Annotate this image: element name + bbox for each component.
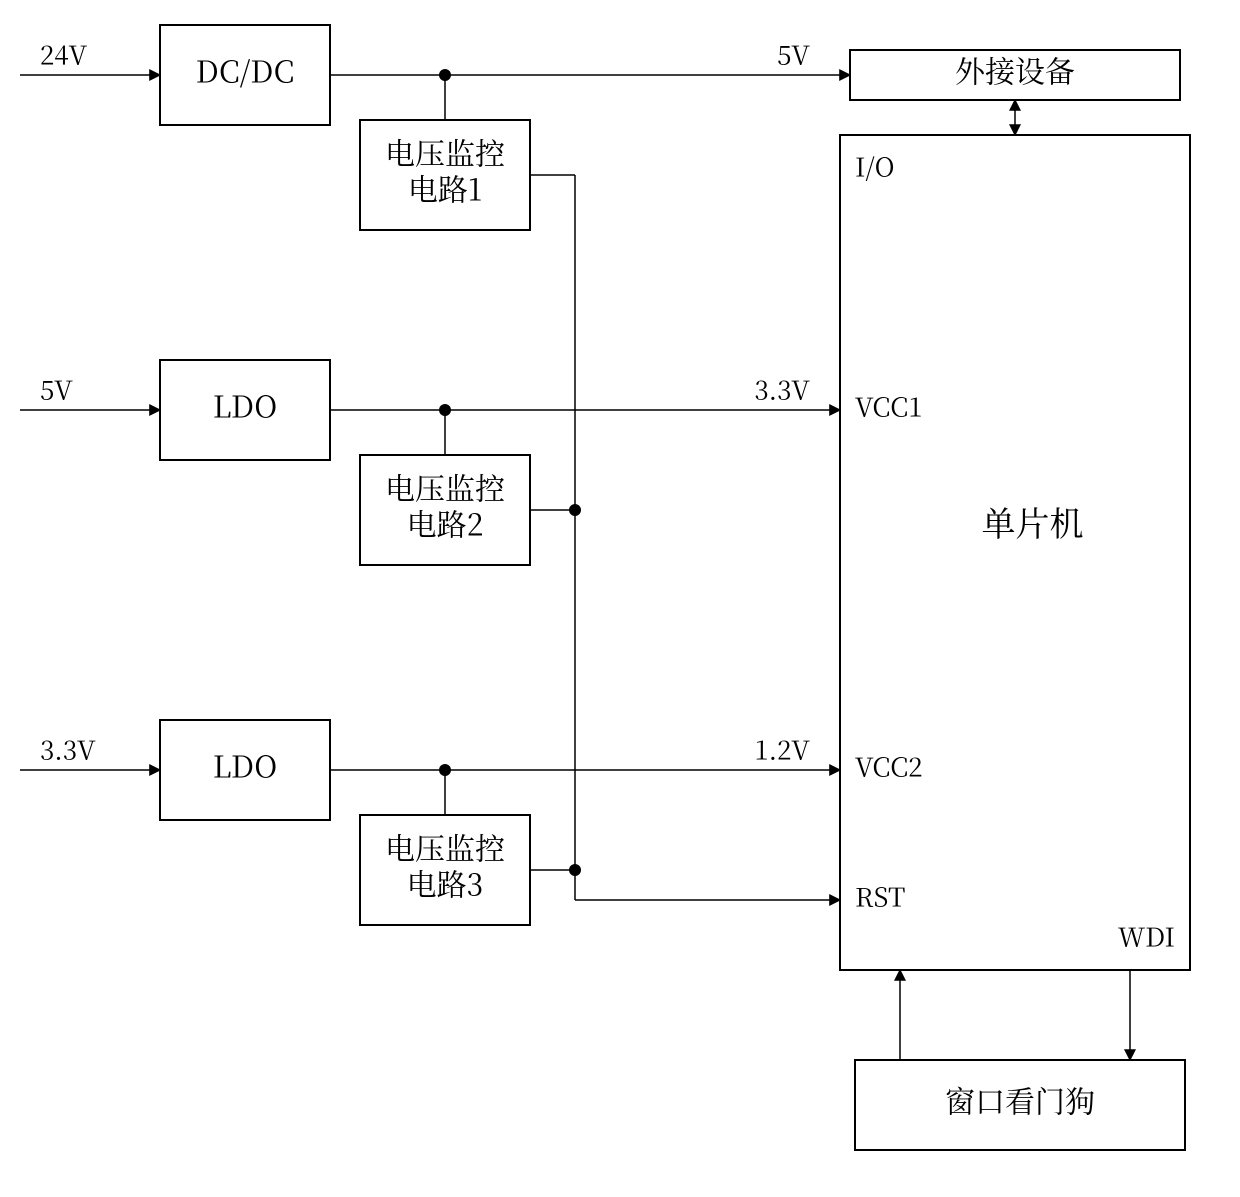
label-ldo2: LDO [213,743,278,787]
blocks: DC/DC LDO LDO 电压监控 电路1 电压监控 电路2 电压监控 电路3… [160,25,1190,1150]
label-12v-out: 1.2V [754,731,810,768]
block-vmon1: 电压监控 电路1 [360,120,530,230]
label-vmon3-line2: 电路3 [407,861,484,905]
junction-dot [439,764,451,776]
label-vmon2-line2: 电路2 [407,501,484,545]
block-vmon2: 电压监控 电路2 [360,455,530,565]
label-33v-in: 3.3V [40,731,96,768]
pin-wdi: WDI [1118,918,1175,955]
pin-vcc1: VCC1 [855,388,923,425]
label-24v-in: 24V [40,36,88,73]
label-vmon1-line2: 电路1 [408,166,482,210]
block-ext: 外接设备 [850,48,1180,100]
label-ext: 外接设备 [955,48,1075,92]
junction-dot [569,864,581,876]
label-dcdc: DC/DC [196,48,295,92]
pin-rst: RST [855,878,905,915]
block-vmon3: 电压监控 电路3 [360,815,530,925]
pin-io: I/O [855,148,895,185]
label-5v-in: 5V [40,371,73,408]
label-wdg: 窗口看门狗 [945,1078,1095,1122]
junction-dot [439,69,451,81]
block-dcdc: DC/DC [160,25,330,125]
label-ldo1: LDO [213,383,278,427]
label-33v-out: 3.3V [754,371,810,408]
junction-dot [569,504,581,516]
block-wdg: 窗口看门狗 [855,1060,1185,1150]
label-mcu: 单片机 [982,497,1084,546]
label-5v-out: 5V [777,36,810,73]
block-mcu: 单片机 I/O VCC1 VCC2 RST WDI [840,135,1190,970]
block-ldo2: LDO [160,720,330,820]
pin-vcc2: VCC2 [855,748,923,785]
block-ldo1: LDO [160,360,330,460]
block-diagram: DC/DC LDO LDO 电压监控 电路1 电压监控 电路2 电压监控 电路3… [0,0,1240,1197]
junction-dot [439,404,451,416]
